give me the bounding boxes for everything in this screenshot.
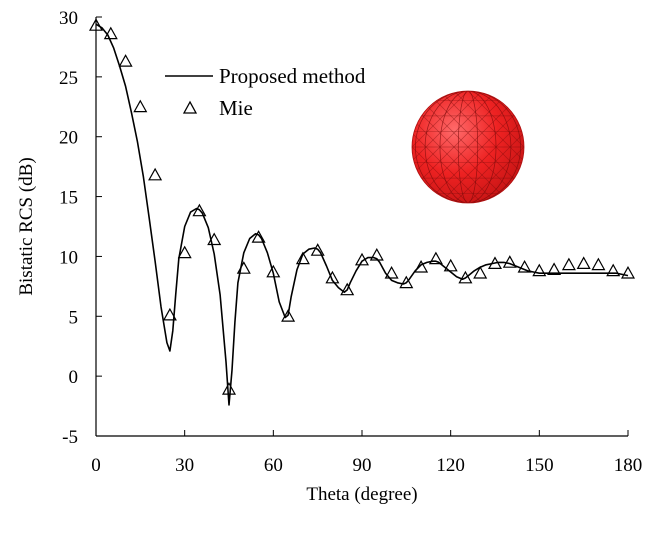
mie-marker [133,99,148,113]
mie-marker [192,203,207,217]
legend: Proposed method Mie [165,64,366,120]
mie-marker [384,265,399,279]
x-tick-label: 120 [436,455,465,476]
mie-marker [251,230,266,243]
mie-marker [281,309,296,322]
mie-marker [148,167,163,181]
mie-marker [473,265,488,279]
sphere-mesh-line [412,91,497,203]
mie-marker [162,307,177,321]
mie-marker [325,270,340,284]
data-series [88,18,636,406]
sphere-mesh-line [412,91,524,203]
mie-marker [487,256,503,269]
mie-marker [295,251,310,265]
sphere-mesh-line [412,91,469,203]
y-tick-label: 0 [69,367,79,388]
sphere-mesh-line [412,91,483,203]
sphere-mesh-line [412,91,524,203]
mie-marker [207,232,222,246]
mie-marker [458,270,473,284]
mie-marker [591,257,606,271]
mie-marker [620,265,636,279]
mie-marker [576,256,591,269]
sphere-mesh-line [457,91,479,203]
mie-marker [340,282,355,296]
sphere-mesh-line [439,91,524,203]
y-tick-label: 5 [69,307,79,328]
mie-marker [236,261,251,274]
sphere-mesh-line [467,91,524,203]
sphere-mesh-line [439,91,524,203]
legend-label-mie: Mie [219,96,253,120]
sphere-mesh-line [415,91,521,203]
y-tick-label: 25 [59,68,78,89]
mie-marker [354,252,370,266]
mie-marker [517,259,532,273]
mie-marker [606,263,621,277]
x-tick-label: 150 [525,455,554,476]
mie-marker [428,251,443,265]
x-tick-label: 90 [353,455,372,476]
x-tick-label: 30 [175,455,194,476]
y-tick-label: 15 [59,188,78,209]
mie-marker [561,257,576,271]
x-tick-label: 180 [614,455,643,476]
sphere-mesh-line [453,91,524,203]
y-axis-ticks: -5 0 5 10 15 20 25 30 [59,8,102,448]
mie-marker [414,259,429,273]
x-axis-title: Theta (degree) [306,484,417,505]
y-tick-label: 10 [59,247,78,268]
sphere-mesh-line [439,91,497,203]
mie-marker [310,243,325,256]
sphere-mesh-line [415,91,521,203]
sphere-mesh-line [467,91,524,203]
y-tick-label: -5 [62,427,78,448]
sphere-mesh-line [439,91,497,203]
mie-marker [443,258,458,272]
mie-marker [399,275,414,289]
sphere-mesh-line [457,91,479,203]
sphere-mesh-line [412,91,469,203]
x-tick-label: 0 [91,455,101,476]
sphere-mesh-line [424,91,512,203]
mie-marker [103,26,118,40]
mie-marker [177,245,192,259]
axes [95,17,628,437]
sphere-mesh-line [412,91,497,203]
y-axis-title: Bistatic RCS (dB) [16,157,37,295]
mie-marker [266,264,281,278]
x-axis-ticks: 0 30 60 90 120 150 180 [91,430,642,476]
mie-marker [532,263,547,277]
sphere-mesh-line [453,91,524,203]
mie-marker [221,382,237,395]
x-tick-label: 60 [264,455,283,476]
y-tick-label: 20 [59,128,78,149]
mie-marker [502,255,517,268]
sphere-mesh-inset [411,90,525,204]
legend-triangle-marker [182,100,198,114]
legend-label-proposed-method: Proposed method [219,64,366,88]
y-tick-label: 30 [59,8,78,29]
mie-marker [369,247,384,261]
sphere-mesh-line [424,91,512,203]
mie-marker [88,18,104,31]
sphere-mesh-line [412,91,483,203]
mie-marker [547,262,562,275]
mie-marker [118,54,133,67]
